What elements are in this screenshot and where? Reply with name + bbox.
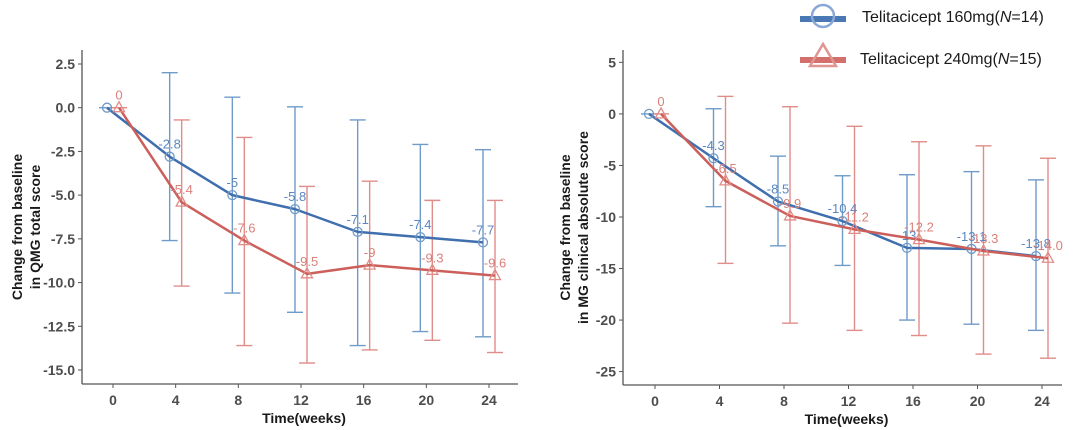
- mg-clinical-chart: 5 0 -5 -10 -15 -20 -25 0 4 8 12 16 20 24 Time(weeks) Ch…: [557, 50, 1063, 427]
- data-label: -7.6: [233, 221, 255, 236]
- x-tick-label: 24: [481, 392, 497, 408]
- data-point-circle: [477, 237, 489, 248]
- data-point-triangle: [112, 100, 126, 113]
- y-axis-title: in MG clinical absolute score: [575, 131, 591, 324]
- qmg-chart: 2.5 0.0 -2.5 -5.0 -7.5 -10.0 -12.5 -15.0 0 4 8 12 16…: [9, 50, 518, 426]
- legend-label-160mg: Telitacicept 160mg(N=14): [862, 9, 1044, 26]
- data-point-circle: [415, 231, 426, 243]
- data-label: -5.4: [170, 182, 192, 197]
- y-tick-label: -5: [604, 157, 617, 173]
- data-label: -8.5: [767, 182, 789, 197]
- data-label: -5.8: [284, 189, 306, 204]
- data-point-triangle: [300, 266, 314, 279]
- data-label: -7.4: [409, 217, 431, 232]
- legend: Telitacicept 160mg(N=14) Telitacicept 24…: [800, 3, 1044, 68]
- x-tick-label: 20: [419, 392, 435, 408]
- data-point-circle: [772, 196, 784, 207]
- y-tick-label: 0: [608, 106, 616, 122]
- data-label: -9.3: [421, 250, 443, 265]
- y-tick-label: -2.5: [51, 143, 75, 159]
- circle-marker-icon: [810, 3, 836, 29]
- data-label: -13.3: [969, 231, 999, 246]
- data-point-triangle: [425, 262, 439, 275]
- data-label: -4.3: [702, 138, 724, 153]
- data-point-triangle: [363, 257, 377, 270]
- data-point-triangle: [847, 222, 862, 235]
- data-point-circle: [901, 242, 913, 254]
- data-point-triangle: [912, 232, 926, 245]
- y-axis-title: in QMG total score: [27, 165, 43, 290]
- y-tick-label: -10.0: [43, 275, 75, 291]
- x-axis-title: Time(weeks): [262, 410, 346, 426]
- y-tick-label: -25: [596, 364, 616, 380]
- y-tick-label: -15: [596, 261, 616, 277]
- x-tick-label: 20: [970, 393, 986, 409]
- data-label: -12.2: [904, 220, 934, 235]
- y-tick-label: -10: [596, 209, 616, 225]
- data-point-circle: [101, 102, 113, 113]
- x-tick-label: 12: [293, 392, 309, 408]
- x-tick-label: 0: [109, 392, 117, 408]
- data-point-circle: [708, 153, 719, 164]
- y-tick-label: -20: [596, 312, 616, 328]
- y-tick-label: 0.0: [56, 100, 76, 116]
- y-tick-label: 5: [608, 54, 616, 70]
- legend-item-240mg: Telitacicept 240mg(N=15): [800, 41, 1042, 68]
- x-tick-label: 8: [780, 393, 788, 409]
- data-point-triangle: [488, 268, 502, 281]
- x-tick-label: 8: [234, 392, 242, 408]
- x-tick-label: 24: [1034, 393, 1050, 409]
- data-point-circle: [227, 189, 238, 201]
- data-point-circle: [289, 203, 301, 215]
- legend-label-240mg: Telitacicept 240mg(N=15): [860, 51, 1042, 68]
- y-tick-label: -7.5: [51, 231, 75, 247]
- x-tick-label: 0: [651, 393, 659, 409]
- data-label: -10.4: [828, 201, 858, 216]
- legend-item-160mg: Telitacicept 160mg(N=14): [800, 3, 1044, 29]
- data-point-triangle: [175, 194, 189, 207]
- series-line: [117, 107, 496, 277]
- data-label: -7.7: [472, 222, 494, 237]
- data-label: 0: [115, 88, 122, 103]
- data-point-circle: [352, 226, 363, 238]
- data-point-triangle: [237, 233, 251, 246]
- data-label: -9.9: [779, 196, 801, 211]
- series-line: [106, 106, 484, 244]
- data-label: -2.8: [158, 137, 180, 152]
- x-tick-label: 16: [905, 393, 921, 409]
- data-point-triangle: [783, 208, 797, 221]
- data-label: -9.6: [484, 256, 506, 271]
- data-label: -11.2: [840, 209, 869, 224]
- data-point-triangle: [654, 106, 668, 119]
- data-point-triangle: [718, 173, 733, 186]
- x-tick-label: 4: [172, 392, 180, 408]
- y-tick-label: -15.0: [43, 362, 75, 378]
- data-label: -13.8: [1021, 236, 1051, 251]
- data-point-circle: [643, 108, 655, 120]
- data-point-circle: [164, 151, 175, 162]
- x-axis-title: Time(weeks): [805, 411, 889, 427]
- triangle-marker-icon: [807, 41, 839, 68]
- y-axis-title: Change from baseline: [557, 154, 573, 300]
- data-label: -14.0: [1033, 238, 1063, 253]
- data-point-triangle: [1041, 250, 1055, 263]
- x-tick-label: 12: [841, 393, 857, 409]
- data-label: -5: [227, 175, 239, 190]
- data-label: -9: [364, 245, 376, 260]
- y-tick-label: -5.0: [51, 187, 75, 203]
- data-point-triangle: [976, 243, 991, 256]
- y-tick-label: -12.5: [43, 318, 75, 334]
- data-label: -6.5: [714, 161, 736, 176]
- y-tick-label: 2.5: [56, 56, 76, 72]
- x-tick-label: 4: [716, 393, 724, 409]
- x-tick-label: 16: [356, 392, 372, 408]
- data-label: -9.5: [296, 254, 318, 269]
- data-label: 0: [657, 94, 664, 109]
- series-line: [660, 113, 1049, 260]
- data-label: -7.1: [346, 212, 368, 227]
- data-label: -13.1: [957, 229, 987, 244]
- y-axis-title: Change from baseline: [9, 154, 25, 300]
